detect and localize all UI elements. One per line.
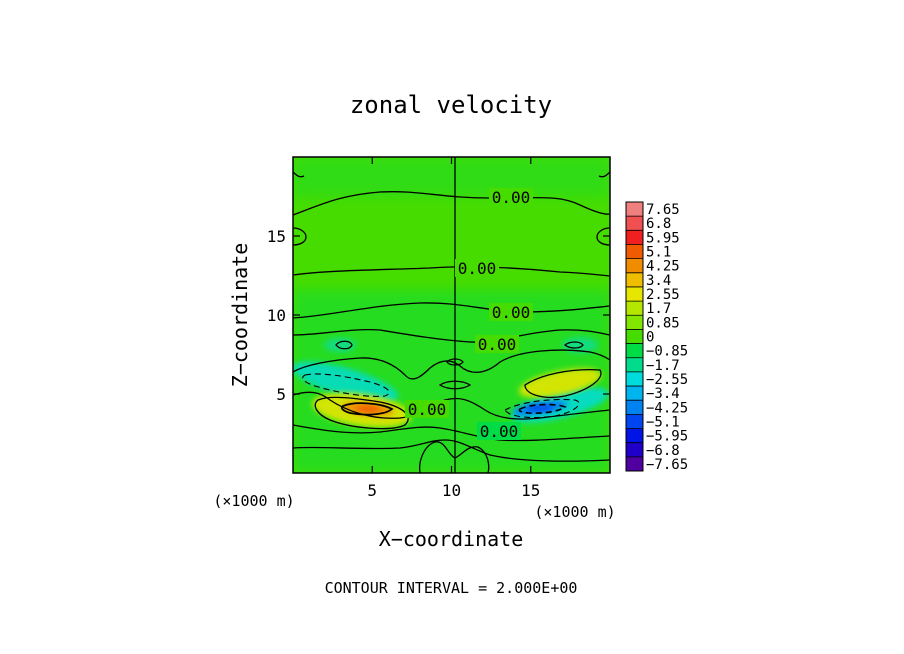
colorbar-swatch-10	[626, 343, 643, 359]
contour-yellow-left	[314, 396, 409, 430]
contour-top	[293, 191, 610, 216]
chart-title: zonal velocity	[350, 91, 552, 119]
contour-label-1: 0.00	[492, 188, 531, 207]
colorbar-label-17: −6.8	[646, 443, 680, 459]
colorbar-swatch-7	[626, 301, 643, 316]
colorbar-label-12: −2.55	[646, 372, 688, 388]
colorbar-label-0: 7.65	[646, 202, 680, 218]
contour-label-6: 0.00	[480, 422, 519, 441]
dashed-right-core	[518, 403, 567, 415]
colorbar-swatch-5	[626, 272, 643, 288]
y-tick-label-15: 15	[267, 227, 286, 246]
colorbar-swatch-12	[626, 371, 643, 387]
x-tick-label-10: 10	[442, 481, 461, 500]
colorbar-swatch-8	[626, 315, 643, 330]
colorbar-label-3: 5.1	[646, 245, 671, 261]
contour-label-3: 0.00	[492, 303, 531, 322]
contour-yellow-right	[524, 369, 602, 399]
contour-1	[293, 439, 610, 462]
colorbar-swatch-17	[626, 442, 643, 458]
contour-10	[293, 302, 610, 319]
field-layer	[293, 157, 610, 473]
dashed-right-lower	[504, 398, 580, 419]
colorbar-swatch-4	[626, 258, 643, 274]
contour-right-edge-bump	[596, 227, 610, 246]
colorbar-swatch-13	[626, 386, 643, 401]
colorbar-swatch-9	[626, 329, 643, 344]
x-unit-right: (×1000 m)	[534, 503, 615, 521]
colorbar-label-2: 5.95	[646, 230, 680, 246]
dashed-left-upper	[302, 373, 390, 397]
contour-label-2: 0.00	[458, 259, 497, 278]
colorbar-label-15: −5.1	[646, 414, 680, 430]
colorbar-label-7: 1.7	[646, 301, 671, 317]
colorbar-swatch-6	[626, 286, 643, 302]
contour-right-small	[563, 341, 584, 349]
contour-label-5: 0.00	[408, 400, 447, 419]
contour-top-right-curl	[598, 171, 610, 178]
contour-7	[293, 349, 610, 380]
colorbar-label-9: 0	[646, 330, 654, 346]
colorbar-label-11: −1.7	[646, 358, 680, 374]
y-tick-label-5: 5	[276, 385, 286, 404]
cyan-spot-right	[562, 337, 598, 353]
x-tick-label-15: 15	[521, 481, 540, 500]
colorbar-label-1: 6.8	[646, 216, 671, 232]
colorbar-frame	[625, 201, 644, 472]
colorbar-swatch-11	[626, 357, 643, 373]
yellow-band-right	[518, 368, 602, 398]
y-axis-ticks: 5 10 15	[267, 227, 610, 404]
contour-center-loop	[446, 358, 464, 366]
colorbar-swatch-3	[626, 244, 643, 259]
x-tick-label-5: 5	[367, 481, 377, 500]
dashed-contours	[302, 373, 580, 419]
blue-inner-right	[526, 405, 554, 411]
contour-top-left-curl	[293, 171, 305, 178]
colorbar-label-10: −0.85	[646, 344, 688, 360]
contour-3	[293, 424, 610, 442]
colorbar-label-14: −4.25	[646, 400, 688, 416]
contour-bottom-blob	[419, 441, 490, 473]
contour-label-group: 0.00 0.00 0.00 0.00 0.00 0.00	[405, 188, 533, 441]
red-core-left	[356, 406, 380, 412]
contour-left-edge-bump	[293, 227, 307, 246]
colorbar-label-16: −5.95	[646, 429, 688, 445]
y-axis-label: Z−coordinate	[228, 243, 252, 388]
colorbar-swatch-2	[626, 230, 643, 245]
colorbar-label-5: 3.4	[646, 273, 671, 289]
cyan-spot-left	[324, 338, 356, 352]
x-axis-ticks: 5 10 15	[367, 157, 540, 500]
contour-8	[293, 329, 610, 343]
colorbar: 7.656.85.955.14.253.42.551.70.850−0.85−1…	[625, 201, 688, 473]
colorbar-swatch-0	[626, 202, 643, 217]
x-unit-left: (×1000 m)	[213, 492, 294, 510]
colorbar-label-4: 4.25	[646, 259, 680, 275]
contour-orange-left	[340, 402, 394, 416]
colorbar-swatch-18	[626, 456, 643, 472]
x-axis-label: X−coordinate	[379, 527, 524, 551]
contour-left-small	[335, 340, 353, 350]
y-tick-label-10: 10	[267, 306, 286, 325]
colorbar-swatch-16	[626, 428, 643, 443]
contour-interval-footer: CONTOUR INTERVAL = 2.000E+00	[325, 579, 578, 597]
contour-center-loop-2	[438, 380, 472, 390]
cyan-band-left	[293, 361, 399, 403]
colorbar-label-18: −7.65	[646, 457, 688, 473]
colorbar-swatch-14	[626, 400, 643, 415]
colorbar-label-6: 2.55	[646, 287, 680, 303]
contour-lines	[293, 157, 610, 473]
colorbar-swatch-1	[626, 216, 643, 231]
contour-label-4: 0.00	[478, 335, 517, 354]
colorbar-label-13: −3.4	[646, 386, 680, 402]
colorbar-swatch-15	[626, 414, 643, 429]
colorbar-label-8: 0.85	[646, 315, 680, 331]
